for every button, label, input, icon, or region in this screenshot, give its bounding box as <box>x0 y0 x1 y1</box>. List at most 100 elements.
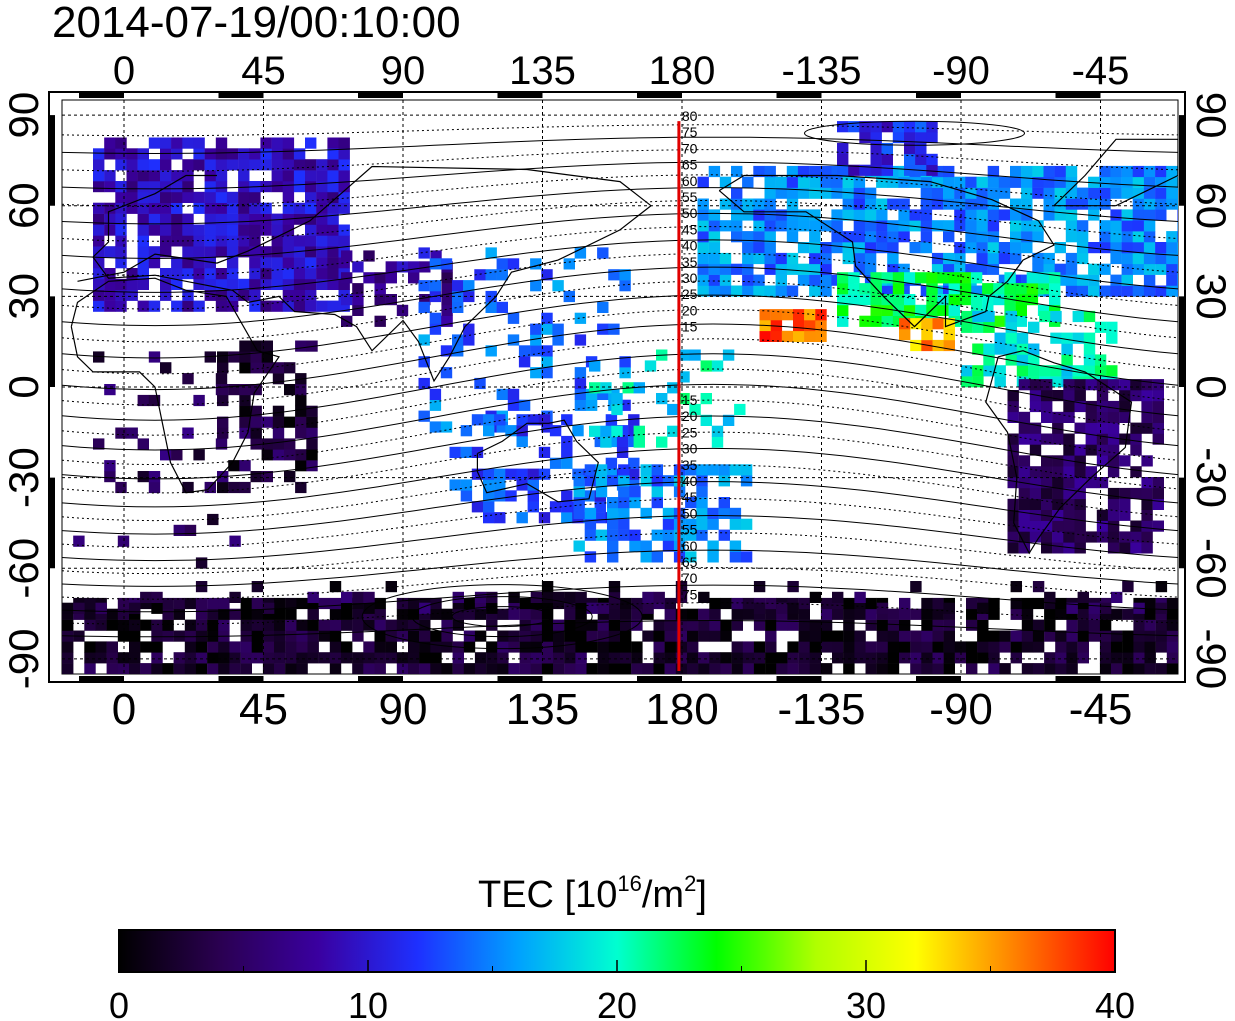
tec-cell <box>419 630 431 642</box>
tec-cell <box>162 597 174 610</box>
tec-cell <box>207 641 219 653</box>
tec-cell <box>140 597 152 610</box>
tec-cell <box>249 268 261 280</box>
tec-cell <box>171 191 183 203</box>
tec-cell <box>62 652 74 664</box>
tec-cell <box>1041 455 1053 467</box>
tec-cell <box>115 278 127 290</box>
axis-ticks: 0045459090135135180180-135-135-90-90-45-… <box>0 49 1235 734</box>
tec-cell <box>573 475 585 487</box>
tec-cell <box>441 283 453 295</box>
tec-cell <box>988 652 1000 664</box>
tec-cell <box>837 315 849 327</box>
tec-cell <box>584 507 597 519</box>
tec-cell <box>809 641 822 653</box>
tec-cell <box>1065 252 1078 265</box>
tec-cell <box>1132 187 1145 199</box>
tec-cell <box>753 165 765 178</box>
tec-cell <box>932 597 944 610</box>
tec-cell <box>831 209 843 221</box>
tec-cell <box>848 294 860 306</box>
tec-cell <box>307 641 319 653</box>
tec-cell <box>115 181 127 193</box>
tec-cell <box>483 479 495 491</box>
tec-cell <box>173 608 185 620</box>
tec-cell <box>910 630 922 642</box>
tec-cell <box>731 597 743 610</box>
tec-cell <box>675 619 688 631</box>
tec-cell <box>160 191 172 203</box>
tec-cell <box>853 242 866 254</box>
tec-cell <box>909 242 921 254</box>
tec-cell <box>1132 231 1145 243</box>
tec-cell <box>786 187 799 199</box>
tec-cell <box>1177 285 1178 297</box>
tec-cell <box>195 597 208 610</box>
tec-cell <box>1032 176 1044 188</box>
tec-cell <box>516 512 528 524</box>
tec-cell <box>215 278 228 290</box>
tec-cell <box>697 220 709 232</box>
tec-cell <box>764 285 776 297</box>
tec-cell <box>1054 176 1066 188</box>
tec-cell <box>815 319 827 332</box>
tec-cell <box>1010 176 1022 188</box>
tec-cell <box>720 630 732 642</box>
tec-cell <box>1155 242 1167 254</box>
tec-cell <box>62 602 74 614</box>
tec-cell <box>494 490 506 502</box>
tec-cell <box>876 198 888 210</box>
tec-cell <box>742 597 755 610</box>
tec-cell <box>943 619 955 631</box>
lon-tick-top: -135 <box>781 49 861 93</box>
tec-cell <box>215 202 228 214</box>
tec-cell <box>419 608 431 620</box>
tec-cell <box>1032 641 1045 653</box>
tec-cell <box>1152 411 1164 423</box>
tec-cell <box>720 597 732 610</box>
tec-cell <box>1010 209 1022 221</box>
tec-cell <box>171 278 183 290</box>
tec-cell <box>993 315 1005 327</box>
tec-cell <box>854 652 866 664</box>
tec-cell <box>229 608 241 620</box>
tec-cell <box>931 220 944 232</box>
contour-label-north: 20 <box>682 302 698 318</box>
tec-cell <box>731 263 743 275</box>
tec-cell <box>338 191 350 203</box>
tec-cell <box>115 224 127 236</box>
tec-cell <box>516 414 528 426</box>
tec-cell <box>843 652 855 664</box>
tec-cell <box>1052 422 1064 434</box>
tec-cell <box>204 191 216 203</box>
tec-cell <box>271 137 283 149</box>
tec-cell <box>742 608 755 620</box>
tec-cell <box>574 334 587 346</box>
tec-cell <box>594 512 606 524</box>
tec-cell <box>93 268 105 280</box>
tec-cell <box>129 608 141 620</box>
tec-cell <box>1055 608 1067 620</box>
tec-cell <box>765 619 777 631</box>
tec-cell <box>910 581 922 593</box>
tec-cell <box>865 608 877 620</box>
tec-cell <box>611 425 623 437</box>
tec-cell <box>171 148 183 160</box>
tec-cell <box>305 213 317 225</box>
tec-cell <box>463 280 475 292</box>
tec-cell <box>195 663 208 674</box>
tec-cell <box>764 176 776 188</box>
contour-line <box>62 584 1178 613</box>
tec-cell <box>998 209 1011 221</box>
tec-cell <box>597 247 609 259</box>
tec-cell <box>678 371 690 383</box>
tec-cell <box>983 310 995 323</box>
tec-cell <box>1111 641 1123 653</box>
tec-cell <box>160 362 172 374</box>
tec-cell <box>429 421 442 433</box>
tec-cell <box>1074 487 1086 500</box>
tec-cell <box>664 608 676 620</box>
tec-cell <box>352 294 364 306</box>
tec-cell <box>1015 315 1027 327</box>
tec-cell <box>731 187 743 199</box>
